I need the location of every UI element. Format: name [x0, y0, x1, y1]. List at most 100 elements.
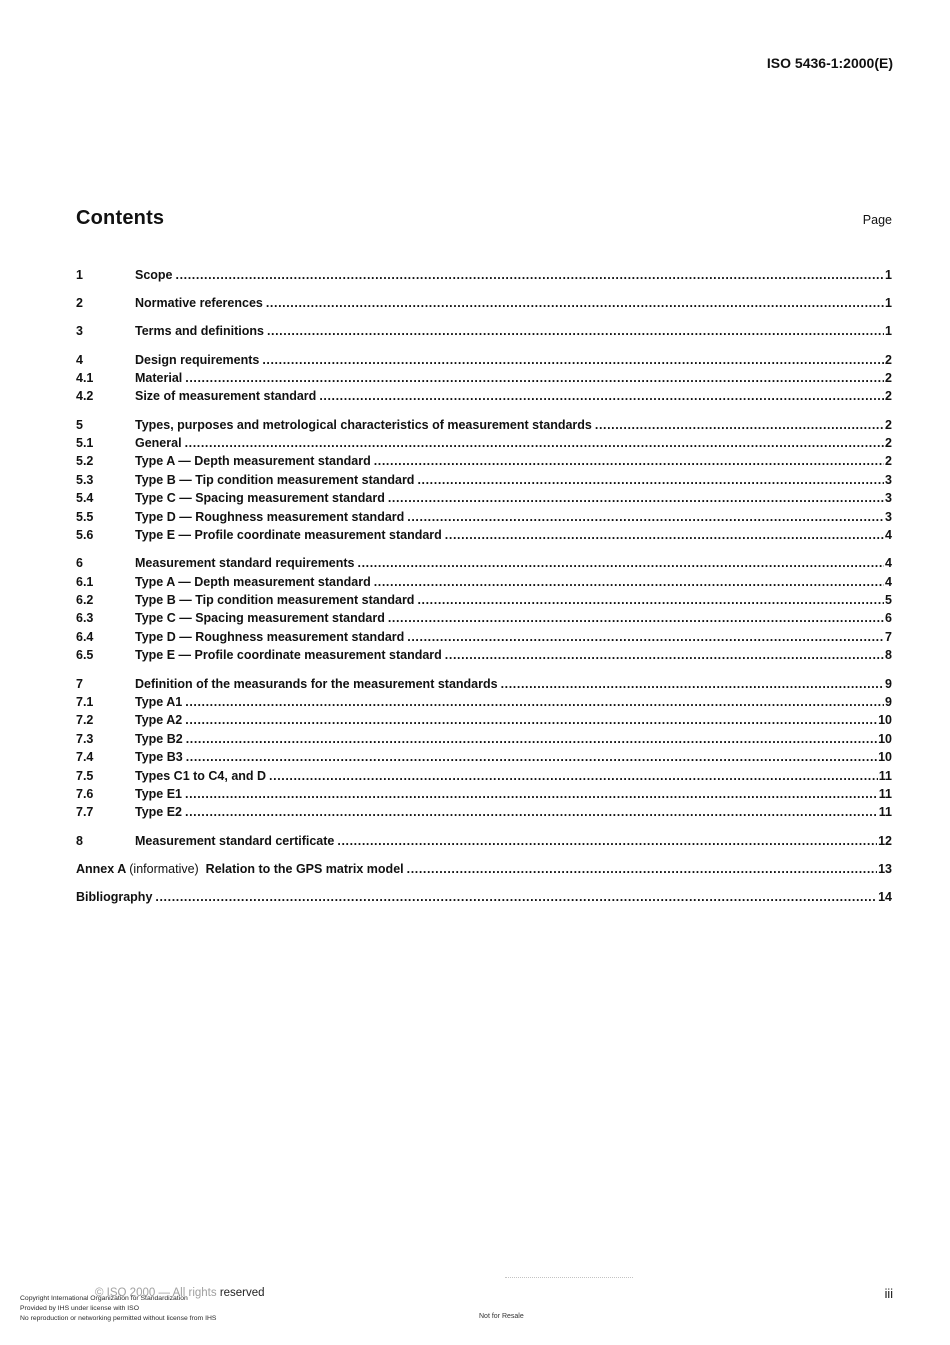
- toc-entry: 5 Types, purposes and metrological chara…: [76, 416, 892, 434]
- toc-dot-leader: [374, 573, 884, 591]
- toc-entry-number: 6.2: [76, 593, 94, 608]
- toc-entry-number: 4.2: [76, 389, 94, 404]
- toc-entry: 5.6 Type E — Profile coordinate measurem…: [76, 526, 892, 544]
- page-column-label: Page: [862, 213, 892, 227]
- toc-entry-number: 5.1: [76, 436, 94, 451]
- toc-entry-page: 2: [885, 352, 892, 367]
- toc-entry: 7.1 Type A1 9: [76, 693, 892, 711]
- toc-entry: 2 Normative references 1: [76, 294, 892, 312]
- toc-dot-leader: [388, 609, 884, 627]
- toc-dot-leader: [319, 387, 884, 405]
- toc-dot-leader: [155, 888, 877, 906]
- toc-entry-number: 4: [76, 352, 83, 367]
- toc-entry-title: Type A1: [135, 694, 183, 709]
- toc-entry-number: 4.1: [76, 371, 94, 386]
- toc-entry-number: 5.3: [76, 472, 94, 487]
- toc-entry-page: 1: [885, 324, 892, 339]
- toc-dot-leader: [595, 416, 884, 434]
- toc-entry-title: Annex A (informative) Relation to the GP…: [76, 861, 404, 876]
- toc-entry-title: Type B — Tip condition measurement stand…: [135, 472, 415, 487]
- toc-entry: 6.2 Type B — Tip condition measurement s…: [76, 591, 892, 609]
- toc-entry: 1 Scope 1: [76, 266, 892, 284]
- toc-dot-leader: [185, 693, 884, 711]
- toc-entry-title: Measurement standard certificate: [135, 833, 335, 848]
- toc-entry-page: 13: [878, 861, 892, 876]
- toc-entry-page: 4: [885, 528, 892, 543]
- toc-entry-page: 3: [885, 491, 892, 506]
- toc-entry-title: Type D — Roughness measurement standard: [135, 509, 405, 524]
- toc-dot-leader: [374, 452, 884, 470]
- toc-entry-number: 1: [76, 268, 83, 282]
- toc-entry-title: Type E2: [135, 805, 183, 820]
- toc-entry: 7.5 Types C1 to C4, and D 11: [76, 767, 892, 785]
- toc-dot-leader: [267, 322, 884, 340]
- contents-title: Contents: [76, 207, 165, 229]
- toc-entry-title: Scope: [135, 268, 173, 282]
- toc-entry-number: 2: [76, 296, 83, 311]
- toc-entry-page: 8: [885, 648, 892, 663]
- toc-entry: 5.2 Type A — Depth measurement standard …: [76, 452, 892, 470]
- toc-entry-page: 4: [885, 574, 892, 589]
- toc-entry-page: 2: [885, 436, 892, 451]
- toc-dot-leader: [176, 266, 885, 284]
- toc-entry-title: General: [135, 436, 182, 451]
- toc-dot-leader: [445, 646, 884, 664]
- toc-dot-leader: [501, 675, 884, 693]
- toc-entry-title: Types C1 to C4, and D: [135, 768, 267, 783]
- toc-entry-title: Bibliography: [76, 889, 153, 904]
- toc-entry-page: 14: [878, 889, 892, 904]
- toc-entry: 5.1 General 2: [76, 434, 892, 452]
- toc-entry-page: 11: [878, 768, 892, 783]
- toc-entry-title: Type E — Profile coordinate measurement …: [135, 528, 442, 543]
- toc-entry-title: Types, purposes and metrological charact…: [135, 417, 592, 432]
- toc-dot-leader: [407, 508, 884, 526]
- toc-entry-number: 7.1: [76, 694, 94, 709]
- toc-entry-page: 1: [885, 268, 892, 282]
- toc-entry: 5.4 Type C — Spacing measurement standar…: [76, 489, 892, 507]
- toc-entry-page: 2: [885, 454, 892, 469]
- toc-dot-leader: [417, 591, 884, 609]
- toc-entry: 5.5 Type D — Roughness measurement stand…: [76, 508, 892, 526]
- toc-dot-leader: [185, 434, 884, 452]
- toc-entry-number: 7.7: [76, 805, 94, 820]
- toc-dot-leader: [388, 489, 884, 507]
- toc-entry: Bibliography 14: [76, 888, 892, 906]
- iso-copyright-text: © ISO 2000 — All rights: [95, 1287, 220, 1299]
- toc-entry-title: Terms and definitions: [135, 324, 264, 339]
- toc-entry-title: Size of measurement standard: [135, 389, 317, 404]
- toc-dot-leader: [185, 711, 877, 729]
- toc-entry-number: 7.5: [76, 768, 94, 783]
- toc-entry-title: Definition of the measurands for the mea…: [135, 676, 498, 691]
- toc-entry: 8 Measurement standard certificate 12: [76, 832, 892, 850]
- toc-entry: 7 Definition of the measurands for the m…: [76, 675, 892, 693]
- toc-dot-leader: [185, 369, 884, 387]
- toc-entry: 4.2 Size of measurement standard 2: [76, 387, 892, 405]
- toc-entry-page: 10: [878, 750, 892, 765]
- toc-entry: 6 Measurement standard requirements 4: [76, 554, 892, 572]
- toc-entry: 7.4 Type B3 10: [76, 748, 892, 766]
- toc-entry: 4 Design requirements 2: [76, 351, 892, 369]
- toc-entry-title: Type C — Spacing measurement standard: [135, 611, 385, 626]
- toc-entry: 7.6 Type E1 11: [76, 785, 892, 803]
- toc-entry-number: 7.3: [76, 731, 94, 746]
- toc-entry-page: 9: [885, 676, 892, 691]
- toc-entry: 7.7 Type E2 11: [76, 803, 892, 821]
- toc-entry-page: 6: [885, 611, 892, 626]
- stamp-line-1: Copyright International Organization for…: [20, 1295, 188, 1302]
- toc-entry: 6.4 Type D — Roughness measurement stand…: [76, 628, 892, 646]
- toc-entry-page: 10: [878, 713, 892, 728]
- toc-entry-title: Type A — Depth measurement standard: [135, 574, 371, 589]
- toc-entry-number: 6.4: [76, 629, 94, 644]
- toc-entry-number: 6.1: [76, 574, 94, 589]
- toc-dot-leader: [358, 554, 885, 572]
- toc-entry: 5.3 Type B — Tip condition measurement s…: [76, 471, 892, 489]
- toc-dot-leader: [269, 767, 878, 785]
- toc-dot-leader: [185, 785, 878, 803]
- stamp-line-2: Provided by IHS under license with ISO: [20, 1305, 140, 1312]
- toc-dot-leader: [266, 294, 884, 312]
- toc-entry-number: 5.6: [76, 528, 94, 543]
- toc-entry-page: 1: [885, 296, 892, 311]
- toc-entry-page: 11: [878, 805, 892, 820]
- toc-entry-title: Material: [135, 371, 183, 386]
- toc-entry-number: 8: [76, 833, 83, 848]
